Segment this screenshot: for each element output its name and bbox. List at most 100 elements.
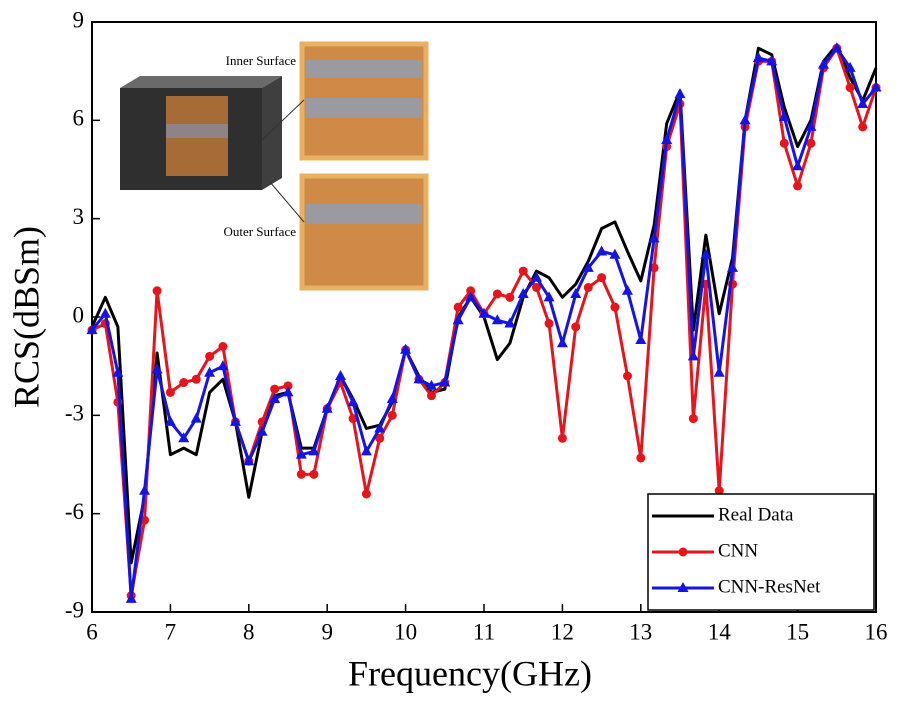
x-tick-label: 9 [321,619,333,644]
point [218,342,228,351]
x-tick-label: 10 [394,619,417,644]
x-tick-label: 6 [86,619,98,644]
x-tick-label: 12 [551,619,574,644]
point [426,391,436,401]
point [179,378,189,388]
point [778,111,790,122]
point [688,414,698,424]
point [178,432,190,443]
point [556,337,568,348]
point [622,371,632,381]
x-tick-label: 13 [629,619,652,644]
y-tick-label: 9 [73,7,85,32]
point [295,448,307,459]
point [609,248,621,259]
point [191,374,201,384]
point [727,261,739,272]
y-tick-label: -6 [65,499,84,524]
y-tick-label: -9 [65,597,84,622]
point [752,52,764,63]
x-axis-title: Frequency(GHz) [348,653,592,693]
point [99,307,111,318]
point [348,414,358,424]
point [204,366,216,377]
point [648,232,660,243]
y-axis-title: RCS(dBSm) [6,226,46,408]
point [831,42,843,53]
y-tick-label: 0 [73,302,85,327]
point [452,314,464,325]
point [845,83,855,93]
point [492,289,502,299]
point [766,55,778,66]
point [597,273,607,283]
x-tick-label: 15 [786,619,809,644]
point [505,292,515,302]
point [465,291,477,302]
point [805,120,817,131]
point [806,138,816,148]
point [491,314,503,325]
point [386,392,398,403]
x-tick-label: 16 [865,619,888,644]
point [544,319,554,329]
point [870,81,882,92]
point [256,425,268,436]
point [532,283,542,292]
point [308,445,320,456]
point [531,271,543,282]
point [387,410,397,420]
point [636,453,646,463]
point [125,592,137,603]
point [269,392,281,403]
inset-label: Inner Surface [226,53,297,68]
point [466,286,476,296]
point [400,343,412,354]
point [453,302,463,312]
point [190,412,202,423]
x-tick-label: 7 [165,619,177,644]
point [857,97,869,108]
point [86,324,98,335]
point [677,582,689,592]
point [700,248,712,259]
point [674,88,686,99]
point [151,363,163,374]
point [635,333,647,344]
point [779,138,789,148]
legend: Real Data CNN CNN-ResNet [647,493,875,611]
point [270,384,280,394]
point [296,469,306,479]
x-tick-label: 8 [243,619,255,644]
point [335,370,347,380]
point [478,307,490,318]
x-tick-label: 11 [473,619,495,644]
point [713,366,725,377]
point [425,379,437,390]
point [112,366,124,377]
point [571,322,581,332]
point [557,433,567,443]
point [347,396,359,407]
point [858,122,868,132]
x-tick-label: 14 [708,619,732,644]
point [543,291,555,302]
point [621,284,633,295]
point [164,415,176,426]
point [582,261,594,272]
point [217,360,229,371]
point [439,376,451,387]
point [165,387,175,397]
point [714,486,724,496]
y-tick-label: 6 [73,106,85,131]
y-tick-label: -3 [65,401,84,426]
point [360,445,372,456]
point [504,317,516,328]
point [243,455,255,466]
point [739,114,751,125]
point [596,245,608,256]
legend-label: Real Data [718,504,794,525]
point [413,373,425,384]
inset-label: Outer Surface [223,224,296,239]
point [321,402,333,413]
